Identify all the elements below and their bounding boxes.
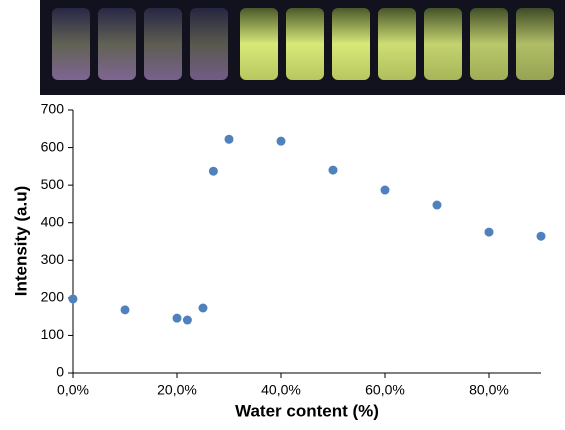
- data-point: [328, 165, 338, 175]
- y-tick-label: 500: [41, 176, 65, 192]
- data-point: [182, 315, 192, 325]
- vial-photo: [40, 0, 565, 95]
- y-axis-title: Intensity (a.u): [11, 186, 30, 297]
- data-point: [208, 166, 218, 176]
- x-tick-label: 20,0%: [157, 382, 197, 398]
- data-point: [120, 305, 130, 315]
- y-tick-label: 300: [41, 251, 65, 267]
- data-point: [536, 231, 546, 241]
- data-point: [172, 313, 182, 323]
- y-tick-label: 100: [41, 326, 65, 342]
- data-point: [68, 294, 78, 304]
- y-tick-label: 200: [41, 289, 65, 305]
- data-point: [276, 136, 286, 146]
- data-point: [224, 134, 234, 144]
- data-point: [432, 200, 442, 210]
- y-tick-label: 700: [41, 101, 65, 117]
- y-tick-label: 600: [41, 138, 65, 154]
- x-axis-title: Water content (%): [235, 401, 379, 420]
- x-tick-label: 0,0%: [57, 382, 89, 398]
- y-tick-label: 400: [41, 213, 65, 229]
- x-tick-label: 60,0%: [365, 382, 405, 398]
- data-point: [380, 185, 390, 195]
- y-tick-label: 0: [56, 364, 64, 380]
- x-tick-label: 40,0%: [261, 382, 301, 398]
- data-point: [198, 303, 208, 313]
- data-point: [484, 227, 494, 237]
- x-tick-label: 80,0%: [469, 382, 509, 398]
